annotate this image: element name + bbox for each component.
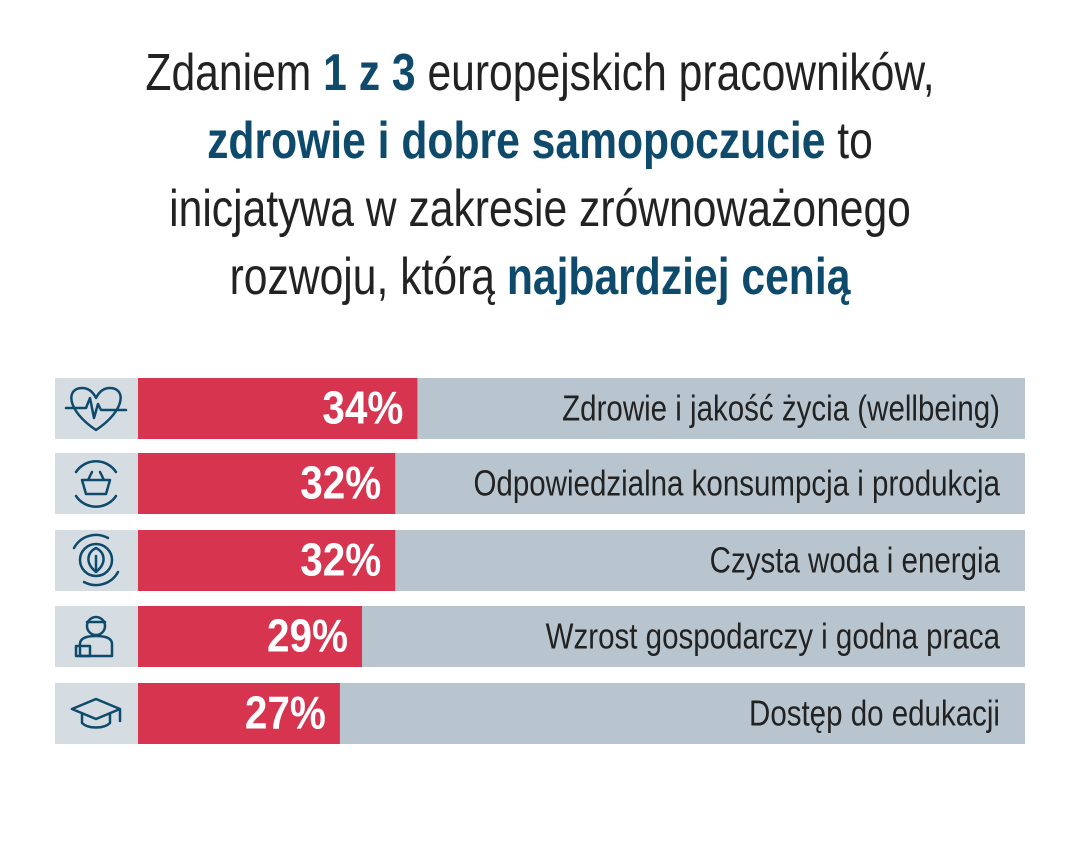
title-segment: inicjatywa w zakresie zrównoważonego [169,180,911,238]
category-label: Zdrowie i jakość życia (wellbeing) [562,388,1000,428]
bar [138,530,396,591]
category-label: Wzrost gospodarczy i godna praca [546,616,1001,656]
bar [138,606,363,667]
title-line: rozwoju, którą najbardziej cenią [230,248,851,306]
value-label: 32% [300,535,381,586]
title-segment: 1 z 3 [323,44,415,102]
leaf-icon [72,533,120,587]
category-label: Czysta woda i energia [710,540,1001,580]
title-line: inicjatywa w zakresie zrównoważonego [169,180,911,238]
value-label: 34% [322,383,403,434]
icons [64,386,128,729]
basket-icon [74,460,118,508]
title-segment: zdrowie i dobre samopoczucie [207,112,825,170]
title-segment: najbardziej cenią [507,248,851,306]
bar [138,378,418,439]
title-line: zdrowie i dobre samopoczucie to [207,112,873,170]
graduation-icon [70,697,122,729]
value-label: 29% [267,611,348,662]
icon-cell [55,453,138,514]
icon-cell [55,683,138,744]
category-label: Odpowiedzialna konsumpcja i produkcja [473,463,1000,503]
value-label: 32% [300,458,381,509]
value-label: 27% [245,688,326,739]
title-line: Zdaniem 1 z 3 europejskich pracowników, [145,44,934,102]
title-segment: Zdaniem [145,44,323,102]
title-segment: to [825,112,872,170]
bar [138,453,396,514]
title-segment: europejskich pracowników, [416,44,935,102]
heart-icon [64,386,128,432]
title-segment: rozwoju, którą [230,248,507,306]
bars: 34% Zdrowie i jakość życia (wellbeing) 32%… [55,378,1025,744]
chart-title: Zdaniem 1 z 3 europejskich pracowników, z… [145,44,934,306]
bar [138,683,340,744]
worker-icon [74,615,114,658]
category-label: Dostęp do edukacji [749,693,1000,733]
